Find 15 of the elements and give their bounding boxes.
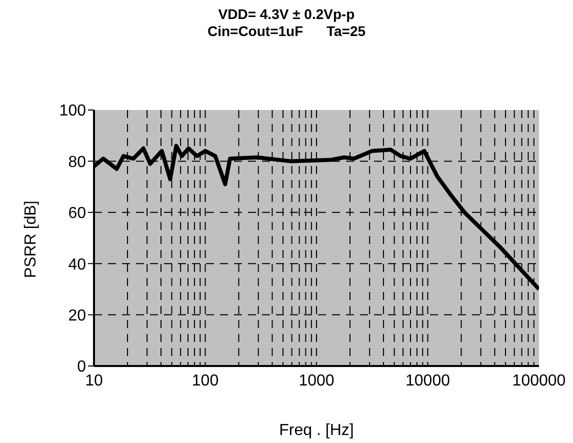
x-axis-title: Freq . [Hz] <box>279 422 354 439</box>
y-tick-label: 0 <box>77 358 86 376</box>
y-tick-label: 40 <box>68 256 86 274</box>
y-tick-label: 100 <box>59 102 86 120</box>
x-tick-label: 100000 <box>512 372 566 390</box>
x-tick-label: 10000 <box>406 372 450 390</box>
chart-title: VDD= 4.3V ± 0.2Vp-p <box>217 6 356 23</box>
y-tick-label: 60 <box>68 205 86 222</box>
y-tick-label: 80 <box>68 154 86 171</box>
x-tick-label: 10 <box>85 372 103 390</box>
x-tick-label: 1000 <box>298 372 334 390</box>
chart-subtitle: Cin=Cout=1uF Ta=25 <box>206 23 367 40</box>
y-tick-label: 20 <box>68 307 86 324</box>
y-axis-title: PSRR [dB] <box>22 200 40 278</box>
x-tick-label: 100 <box>192 372 219 390</box>
